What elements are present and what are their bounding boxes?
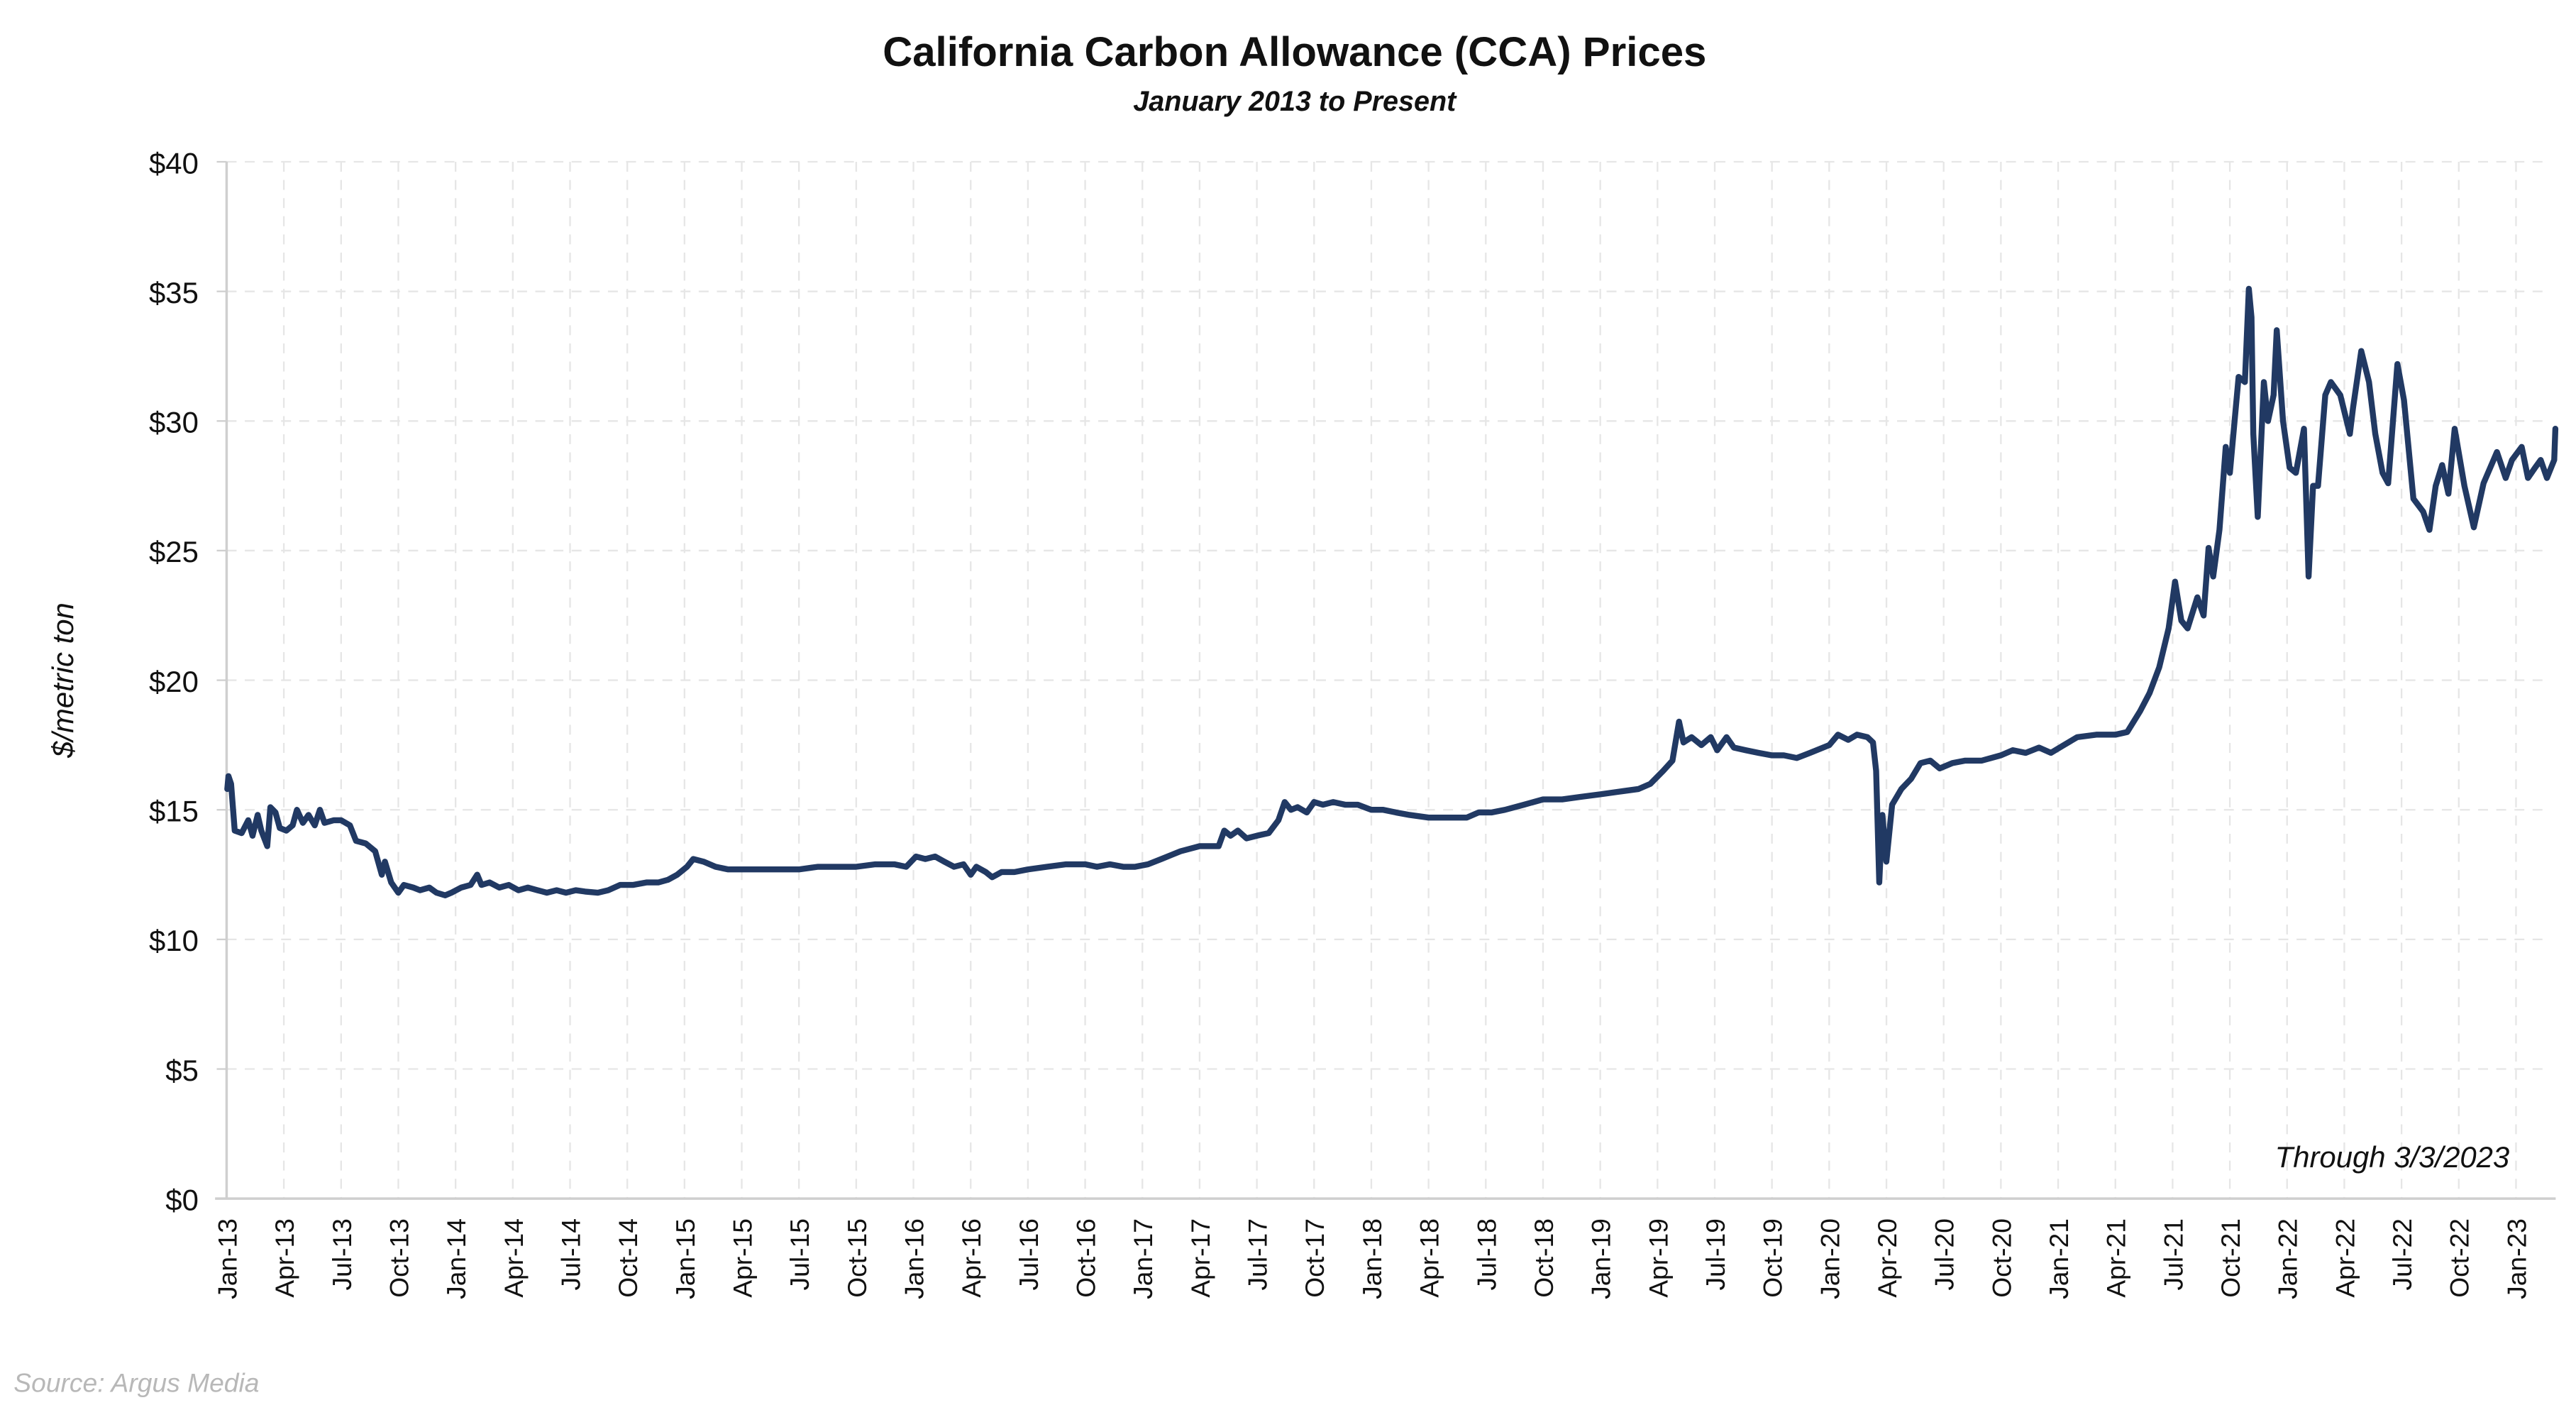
chart-subtitle: January 2013 to Present xyxy=(1133,86,1457,117)
x-axis-ticks: Jan-13 Apr-13 Jul-13 Oct-13 Jan-14 Apr-14 Jul-… xyxy=(212,1218,2531,1299)
x-tick-label: Apr-20 xyxy=(1872,1218,1902,1298)
x-tick-label: Jan-17 xyxy=(1128,1218,1158,1299)
x-tick-label: Apr-16 xyxy=(956,1218,986,1298)
x-tick-label: Oct-20 xyxy=(1986,1218,2016,1298)
x-tick-label: Oct-17 xyxy=(1300,1218,1330,1298)
x-tick-label: Jan-16 xyxy=(900,1218,929,1299)
y-tick-label: $35 xyxy=(149,276,199,309)
source-note: Source: Argus Media xyxy=(13,1367,259,1397)
x-tick-label: Oct-15 xyxy=(842,1218,872,1298)
x-tick-label: Jan-15 xyxy=(670,1218,700,1299)
y-tick-label: $15 xyxy=(149,795,199,828)
x-tick-label: Oct-21 xyxy=(2216,1218,2245,1298)
x-tick-label: Jul-19 xyxy=(1701,1218,1730,1290)
x-tick-label: Jan-18 xyxy=(1357,1218,1387,1299)
x-tick-label: Jul-14 xyxy=(555,1218,585,1290)
x-tick-label: Jan-13 xyxy=(212,1218,242,1299)
y-tick-label: $10 xyxy=(149,924,199,957)
x-tick-label: Apr-17 xyxy=(1185,1218,1215,1298)
x-tick-label: Jan-20 xyxy=(1815,1218,1845,1299)
x-tick-label: Oct-22 xyxy=(2445,1218,2475,1298)
x-tick-label: Jan-22 xyxy=(2273,1218,2303,1299)
y-tick-label: $40 xyxy=(149,146,199,180)
x-tick-label: Jul-13 xyxy=(327,1218,357,1290)
y-tick-label: $30 xyxy=(149,406,199,439)
x-tick-label: Jul-17 xyxy=(1243,1218,1273,1290)
x-tick-label: Oct-18 xyxy=(1529,1218,1559,1298)
x-tick-label: Apr-13 xyxy=(270,1218,299,1298)
x-tick-label: Apr-15 xyxy=(727,1218,757,1298)
y-axis-ticks: $0 $5 $10 $15 $20 $25 $30 $35 $40 xyxy=(149,146,227,1216)
x-tick-label: Apr-21 xyxy=(2101,1218,2131,1298)
x-tick-label: Apr-18 xyxy=(1415,1218,1444,1298)
chart-title: California Carbon Allowance (CCA) Prices xyxy=(883,29,1706,75)
y-tick-label: $0 xyxy=(165,1183,199,1216)
x-tick-label: Jan-23 xyxy=(2502,1218,2531,1299)
x-tick-label: Oct-13 xyxy=(384,1218,414,1298)
y-tick-label: $25 xyxy=(149,535,199,568)
x-tick-label: Jul-20 xyxy=(1930,1218,1959,1290)
x-tick-label: Jul-22 xyxy=(2387,1218,2417,1290)
x-tick-label: Oct-14 xyxy=(613,1218,643,1298)
x-tick-label: Jul-15 xyxy=(785,1218,814,1290)
x-tick-label: Jan-14 xyxy=(441,1218,471,1299)
x-tick-label: Apr-22 xyxy=(2330,1218,2360,1298)
y-tick-label: $20 xyxy=(149,665,199,698)
x-tick-label: Jan-21 xyxy=(2044,1218,2074,1299)
x-tick-label: Oct-19 xyxy=(1758,1218,1788,1298)
x-tick-label: Jul-21 xyxy=(2158,1218,2188,1290)
through-date-annotation: Through 3/3/2023 xyxy=(2275,1140,2510,1174)
x-tick-label: Jul-16 xyxy=(1014,1218,1044,1290)
y-axis-label: $/metric ton xyxy=(46,602,79,759)
cca-price-series-line xyxy=(224,285,2559,898)
x-tick-label: Jul-18 xyxy=(1471,1218,1501,1290)
x-tick-label: Oct-16 xyxy=(1071,1218,1101,1298)
y-tick-label: $5 xyxy=(165,1054,199,1087)
x-tick-label: Apr-14 xyxy=(499,1218,529,1298)
x-tick-label: Apr-19 xyxy=(1643,1218,1673,1298)
x-tick-label: Jan-19 xyxy=(1586,1218,1616,1299)
gridlines xyxy=(226,160,2551,1199)
